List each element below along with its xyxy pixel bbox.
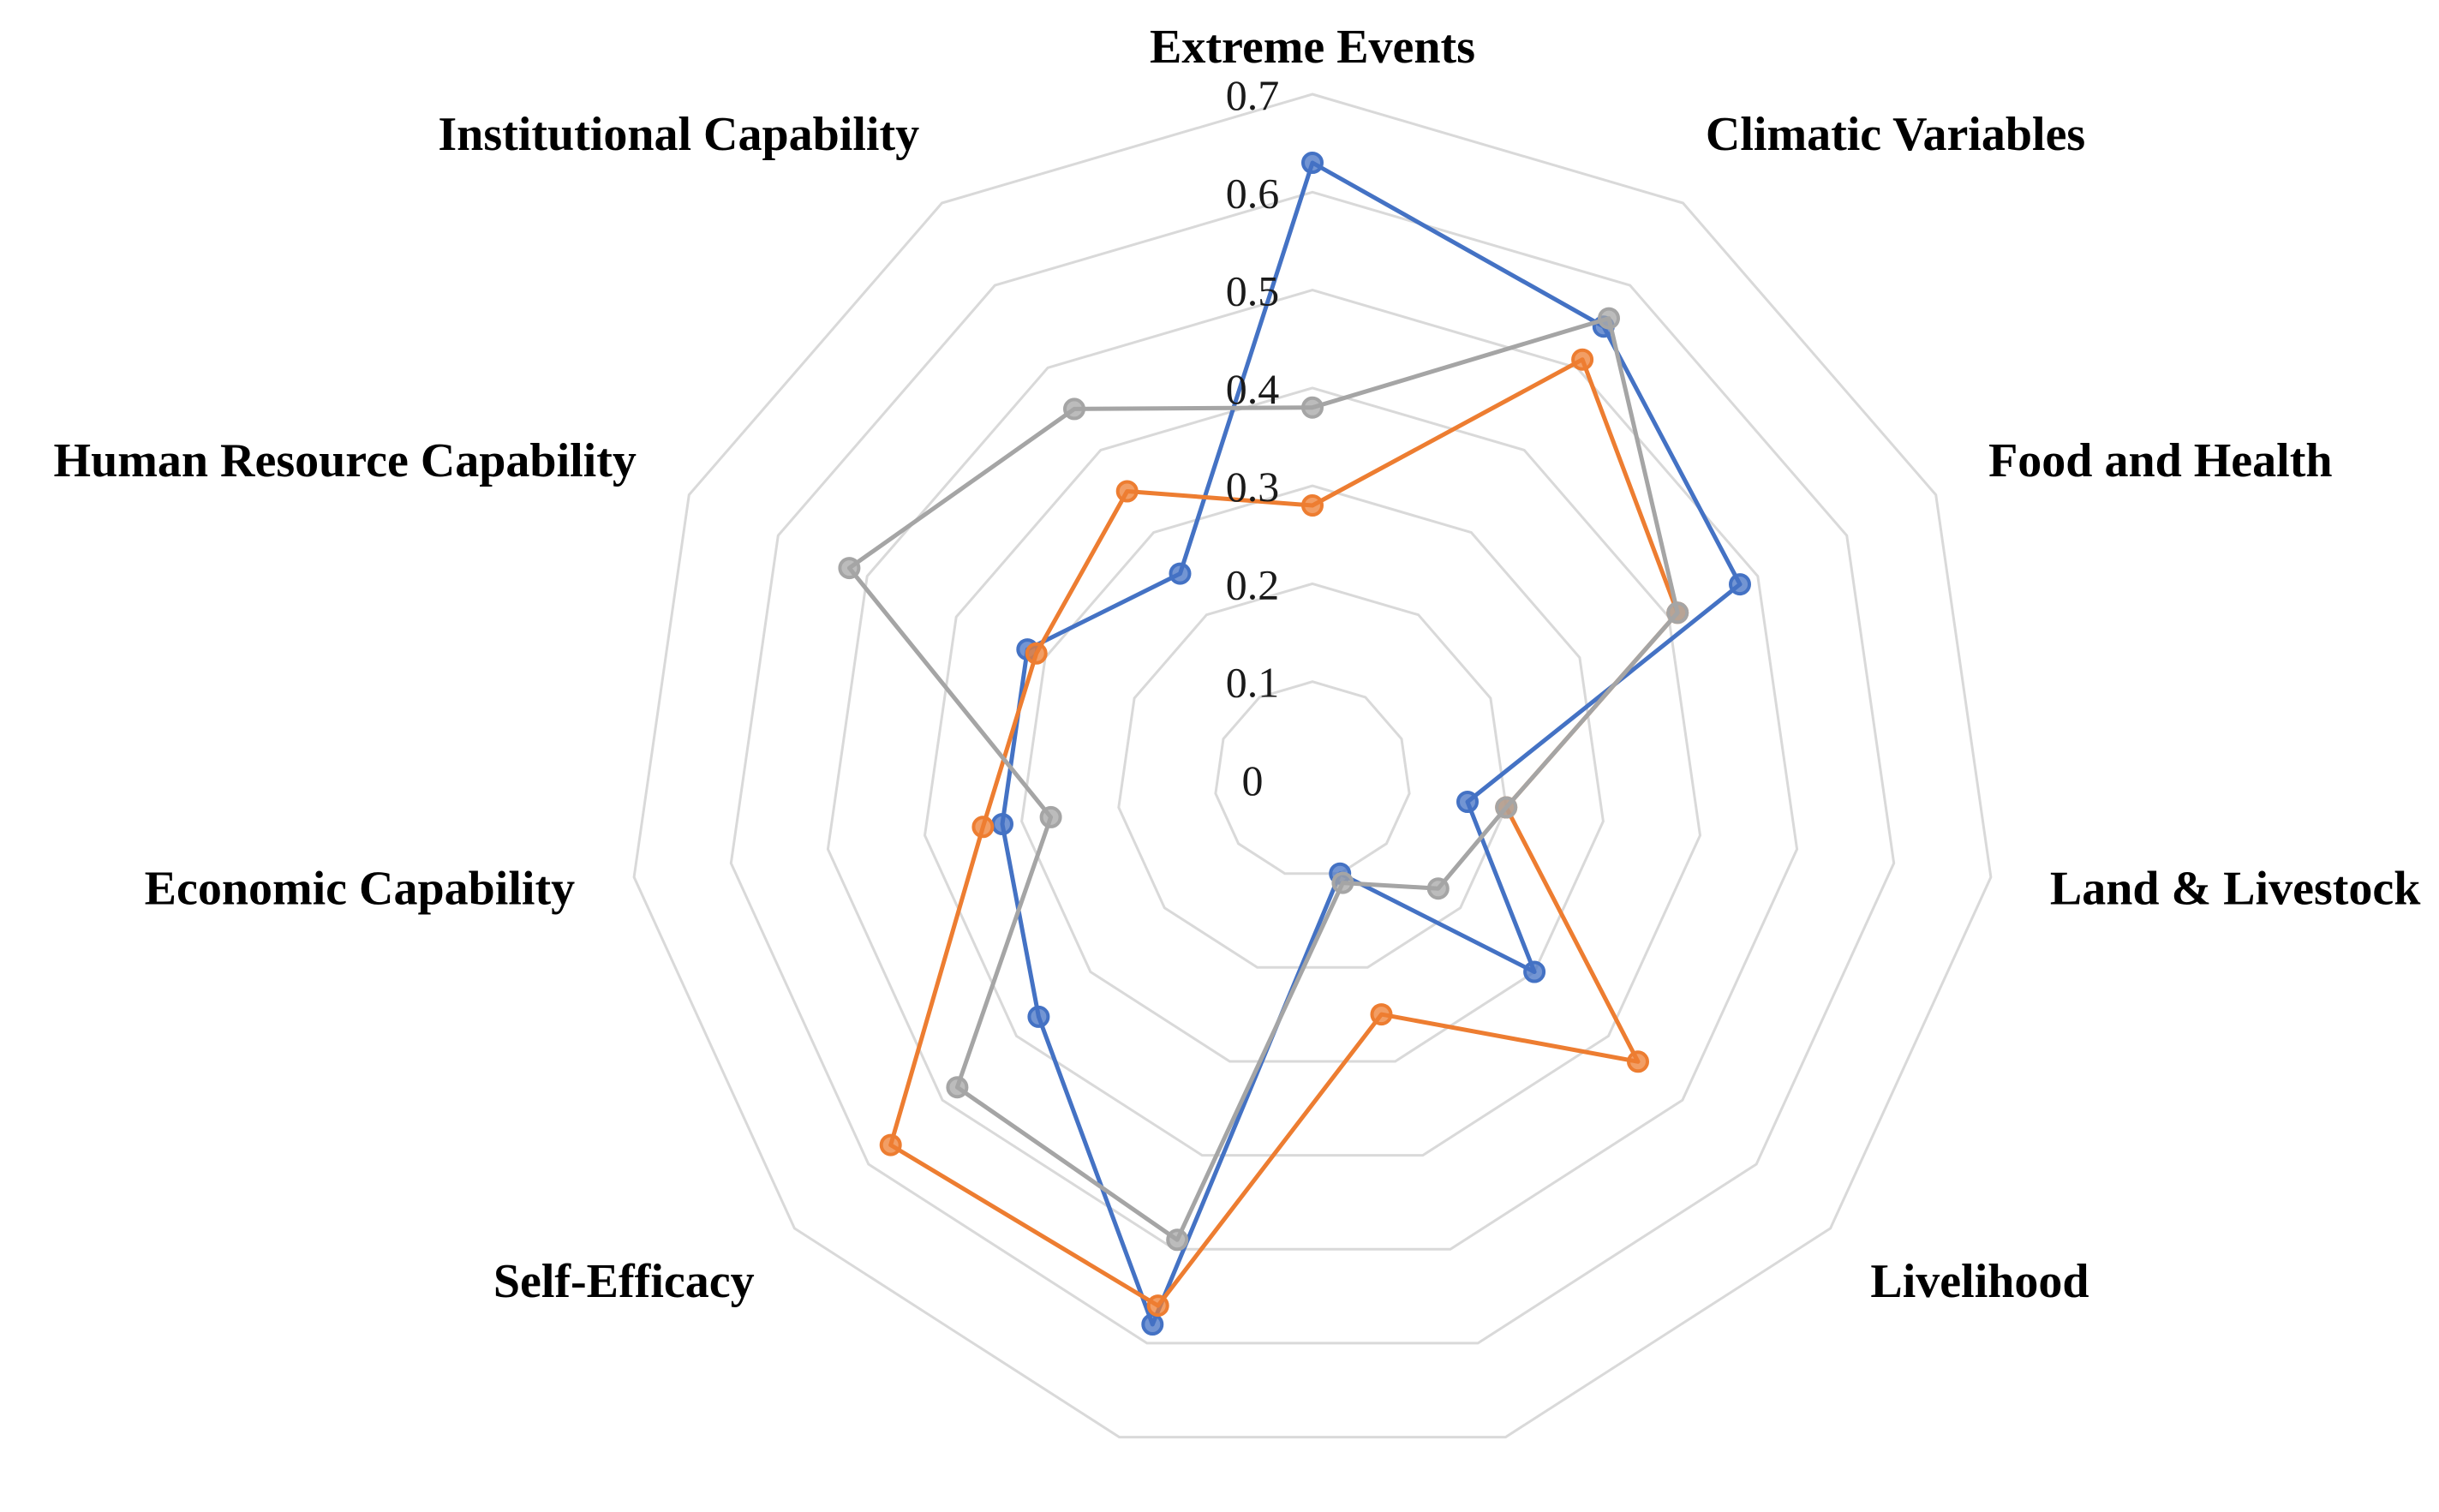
series-line <box>1000 160 1743 1327</box>
tick-label: 0.4 <box>1226 365 1280 413</box>
data-point <box>838 557 861 580</box>
data-point <box>1039 805 1062 828</box>
data-point <box>1729 573 1751 596</box>
data-point <box>1666 601 1689 625</box>
tick-label: 0.2 <box>1226 560 1280 608</box>
data-point <box>1331 871 1354 894</box>
data-point <box>1598 307 1620 330</box>
series-line <box>846 316 1680 1242</box>
data-point <box>1523 960 1546 983</box>
grid-ring <box>632 93 1993 1439</box>
data-point <box>1571 348 1594 371</box>
data-point <box>1301 396 1324 419</box>
tick-label: 0.1 <box>1226 659 1280 707</box>
data-point <box>1025 642 1048 665</box>
radar-series <box>838 152 1751 1336</box>
tick-label: 0.7 <box>1226 71 1280 119</box>
tick-label: 0.3 <box>1226 463 1280 511</box>
tick-label: 0.5 <box>1226 267 1280 315</box>
category-labels: Extreme Events Climatic Variables Food and… <box>54 21 2422 1308</box>
grid-ring <box>729 190 1896 1345</box>
data-point <box>946 1076 969 1099</box>
radar-grid <box>632 93 1993 1439</box>
data-point <box>1370 1003 1393 1026</box>
category-label: Livelihood <box>1870 1255 2089 1308</box>
category-label: Climatic Variables <box>1706 108 2085 161</box>
series-line <box>888 357 1680 1308</box>
data-point <box>1146 1294 1169 1318</box>
grid-ring <box>923 386 1702 1157</box>
grid-ring <box>1117 582 1508 969</box>
tick-label: 0.6 <box>1226 169 1280 217</box>
grid-ring <box>1214 680 1411 876</box>
grid-ring <box>1020 484 1605 1063</box>
category-label: Food and Health <box>1988 434 2332 487</box>
data-point <box>1063 397 1085 421</box>
data-point <box>991 813 1013 835</box>
data-point <box>1169 562 1192 585</box>
data-point <box>1141 1313 1164 1336</box>
category-label: Extreme Events <box>1150 21 1475 74</box>
data-point <box>1301 152 1324 174</box>
category-label: Economic Capability <box>145 862 575 915</box>
category-label: Land & Livestock <box>2050 862 2421 915</box>
data-point <box>1115 480 1139 503</box>
category-label: Institutional Capability <box>438 108 919 161</box>
grid-ring <box>826 289 1799 1251</box>
data-point <box>879 1133 902 1156</box>
data-point <box>1627 1050 1649 1073</box>
data-point <box>971 816 995 839</box>
category-label: Self-Efficacy <box>493 1255 755 1308</box>
data-point <box>1027 1005 1050 1028</box>
series-3 <box>838 307 1689 1252</box>
series-1 <box>991 152 1751 1336</box>
data-point <box>1426 877 1450 900</box>
data-point <box>1301 494 1324 517</box>
data-point <box>1495 796 1518 819</box>
data-point <box>1166 1228 1189 1252</box>
category-label: Human Resource Capability <box>54 434 637 487</box>
radial-tick-labels: 0 0.1 0.2 0.3 0.4 0.5 0.6 0.7 <box>1226 71 1280 804</box>
tick-label: 0 <box>1242 756 1264 804</box>
data-point <box>1456 791 1479 813</box>
